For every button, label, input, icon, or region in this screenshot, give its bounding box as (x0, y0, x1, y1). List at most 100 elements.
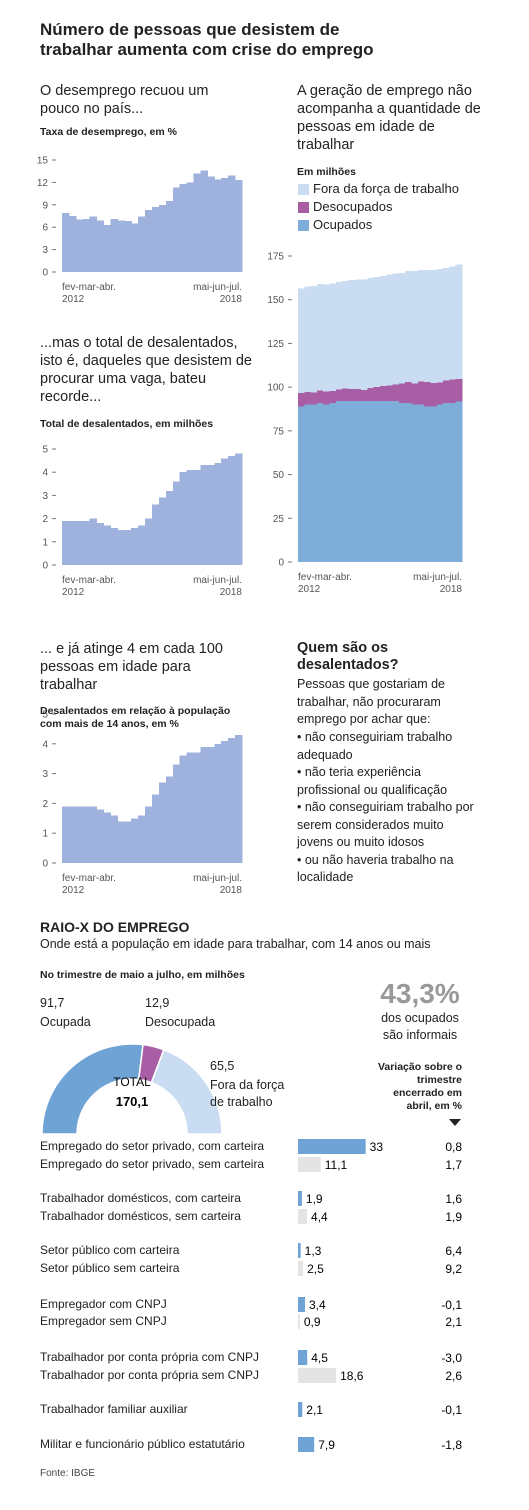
area-step (186, 182, 195, 272)
bar-value: 4,4 (311, 1210, 328, 1224)
area-step (68, 806, 77, 863)
area-step (207, 746, 215, 863)
row-label: Empregado do setor privado, sem carteira (40, 1157, 265, 1171)
stack-segment (424, 406, 432, 562)
bar (298, 1209, 308, 1224)
area-step (103, 525, 112, 565)
stack-segment (335, 401, 343, 562)
area-step (158, 204, 167, 272)
chart-subtitle: Taxa de desemprego, em % (40, 126, 177, 138)
stack-segment (348, 401, 356, 562)
stack-segment (398, 402, 406, 562)
stack-segment (342, 280, 350, 389)
area-step (152, 207, 160, 272)
bar-value: 4,5 (311, 1351, 328, 1365)
area-step (152, 504, 160, 565)
variation-value: 6,4 (445, 1244, 462, 1258)
area-step (131, 527, 139, 565)
stack-segment (354, 389, 362, 402)
stack-segment (304, 391, 312, 405)
stack-segment (398, 383, 406, 403)
area-step (138, 216, 146, 272)
stack-segment (398, 272, 406, 384)
row-label: Setor público com carteira (40, 1243, 180, 1257)
area-step (221, 740, 229, 863)
stack-segment (298, 288, 305, 394)
stack-segment (449, 266, 457, 380)
area-step (186, 752, 195, 863)
area-step (193, 469, 202, 565)
stack-segment (411, 271, 419, 384)
variation-value: -0,1 (441, 1298, 462, 1312)
stack-segment (455, 379, 463, 402)
stack-segment (367, 277, 375, 389)
stack-segment (449, 379, 457, 403)
legend-swatch (298, 202, 309, 213)
y-tick-label: 125 (267, 339, 284, 350)
area-step (138, 815, 146, 863)
area-step (124, 530, 132, 565)
stack-segment (316, 402, 324, 562)
stack-segment (329, 283, 337, 391)
bar (298, 1437, 315, 1452)
stack-segment (430, 269, 438, 384)
x-tick-label: mai-jun-jul. 2018 (193, 282, 242, 305)
area-step (179, 183, 188, 272)
area-step (165, 201, 174, 272)
stack-segment (443, 380, 450, 403)
stack-segment (386, 274, 394, 386)
area-step (165, 490, 174, 565)
bar (298, 1368, 337, 1383)
bar (298, 1350, 308, 1365)
row-label: Trabalhador por conta própria com CNPJ (40, 1350, 259, 1364)
area-step (124, 821, 132, 863)
bar (298, 1261, 304, 1276)
informal-value: 43,3% (380, 978, 460, 1009)
stack-segment (348, 389, 356, 402)
area-step (138, 525, 146, 565)
y-tick-label: 0 (278, 558, 284, 569)
legend-swatch (298, 220, 309, 231)
stack-segment (298, 406, 305, 562)
stack-segment (411, 383, 419, 405)
chart-title: O desemprego recuou um pouco no país... (40, 83, 209, 117)
y-tick-label: 5 (42, 710, 48, 721)
chart-subtitle: Em milhões (297, 166, 356, 178)
area-step (62, 520, 70, 565)
stack-segment (405, 271, 413, 383)
variation-value: 1,7 (445, 1158, 462, 1172)
row-label: Trabalhador domésticos, sem carteira (40, 1209, 241, 1223)
row-label: Empregador sem CNPJ (40, 1314, 167, 1328)
stack-segment (380, 275, 387, 387)
y-tick-label: 3 (42, 245, 48, 256)
bar-value: 3,4 (309, 1298, 326, 1312)
stack-segment (417, 381, 425, 405)
stack-segment (329, 402, 337, 562)
chart-title: ...mas o total de desalentados, isto é, … (40, 335, 252, 405)
stack-segment (411, 404, 419, 562)
area-step (165, 776, 174, 863)
y-tick-label: 2 (42, 514, 48, 525)
stack-segment (354, 401, 362, 562)
row-label: Militar e funcionário público estatutári… (40, 1437, 245, 1451)
bar (298, 1297, 305, 1312)
stack-segment (348, 280, 356, 390)
stack-segment (405, 402, 413, 562)
row-label: Empregado do setor privado, com carteira (40, 1139, 265, 1153)
y-tick-label: 1 (42, 829, 48, 840)
row-label: Empregador com CNPJ (40, 1297, 167, 1311)
bar (298, 1139, 366, 1154)
bar-value: 18,6 (340, 1369, 364, 1383)
area-step (62, 213, 70, 272)
slice-label: Fora da força de trabalho (210, 1078, 285, 1109)
bar (298, 1243, 301, 1258)
area-step (214, 462, 222, 565)
stack-segment (335, 281, 343, 390)
bar-value: 2,5 (307, 1262, 324, 1276)
stack-segment (386, 401, 394, 562)
legend-swatch (298, 184, 309, 195)
section-subtitle: Onde está a população em idade para trab… (40, 937, 431, 951)
area-step (145, 806, 153, 863)
y-tick-label: 25 (273, 514, 285, 525)
